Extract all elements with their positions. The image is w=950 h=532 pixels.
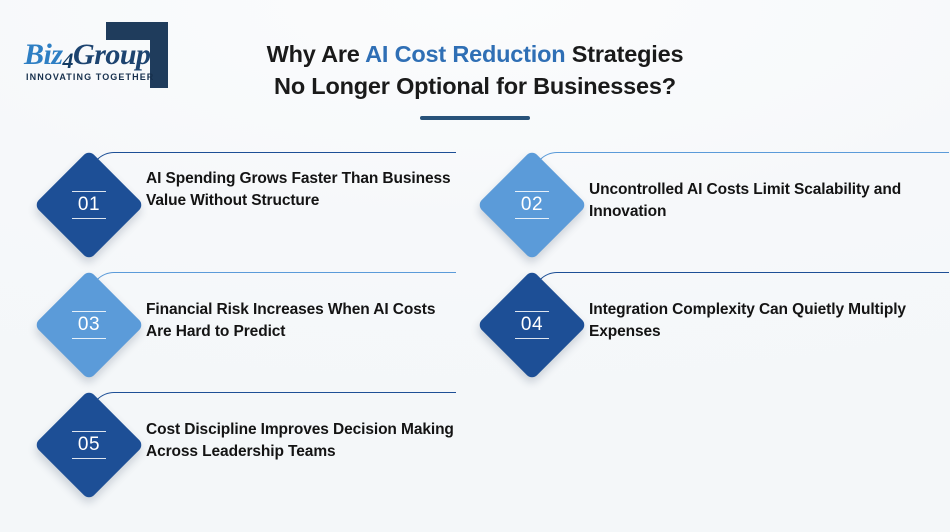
number-badge: 03 (33, 269, 145, 381)
list-item: 01 AI Spending Grows Faster Than Busines… (33, 148, 468, 261)
brand-logo: Biz4Group INNOVATING TOGETHER (16, 22, 196, 94)
list-item: 03 Financial Risk Increases When AI Cost… (33, 268, 468, 381)
item-label: AI Spending Grows Faster Than Business V… (146, 170, 451, 209)
list-item: 05 Cost Discipline Improves Decision Mak… (33, 388, 468, 501)
item-label: Uncontrolled AI Costs Limit Scalability … (589, 181, 902, 220)
logo-word-group: Group (73, 38, 151, 71)
logo-bracket-icon (106, 22, 168, 88)
item-label: Integration Complexity Can Quietly Multi… (589, 301, 906, 340)
logo-word-four: 4 (62, 48, 74, 73)
item-label: Financial Risk Increases When AI Costs A… (146, 301, 436, 340)
page-title: Why Are AI Cost Reduction Strategies No … (215, 38, 735, 102)
logo-word-biz: Biz (24, 38, 63, 71)
number-badge: 01 (33, 149, 145, 261)
logo-tagline: INNOVATING TOGETHER (26, 72, 155, 82)
header-block: Why Are AI Cost Reduction Strategies No … (215, 38, 735, 120)
item-label: Cost Discipline Improves Decision Making… (146, 421, 454, 460)
number-badge: 02 (476, 149, 588, 261)
list-item: 04 Integration Complexity Can Quietly Mu… (476, 268, 949, 381)
badge-number: 01 (72, 191, 106, 219)
title-text-before: Why Are (266, 41, 366, 67)
badge-number-wrap: 04 (493, 286, 571, 364)
number-badge: 04 (476, 269, 588, 381)
number-badge: 05 (33, 389, 145, 501)
badge-number-wrap: 01 (50, 166, 128, 244)
logo-wordmark: Biz4Group (24, 38, 151, 73)
title-text-after: Strategies (565, 41, 684, 67)
list-item: 02 Uncontrolled AI Costs Limit Scalabili… (476, 148, 949, 261)
badge-number-wrap: 03 (50, 286, 128, 364)
badge-number: 02 (515, 191, 549, 219)
badge-number: 03 (72, 311, 106, 339)
badge-number-wrap: 02 (493, 166, 571, 244)
badge-number: 05 (72, 431, 106, 459)
title-text-accent: AI Cost Reduction (365, 41, 566, 67)
title-divider (420, 116, 530, 120)
badge-number-wrap: 05 (50, 406, 128, 484)
title-text-line2: No Longer Optional for Businesses? (274, 73, 676, 99)
badge-number: 04 (515, 311, 549, 339)
